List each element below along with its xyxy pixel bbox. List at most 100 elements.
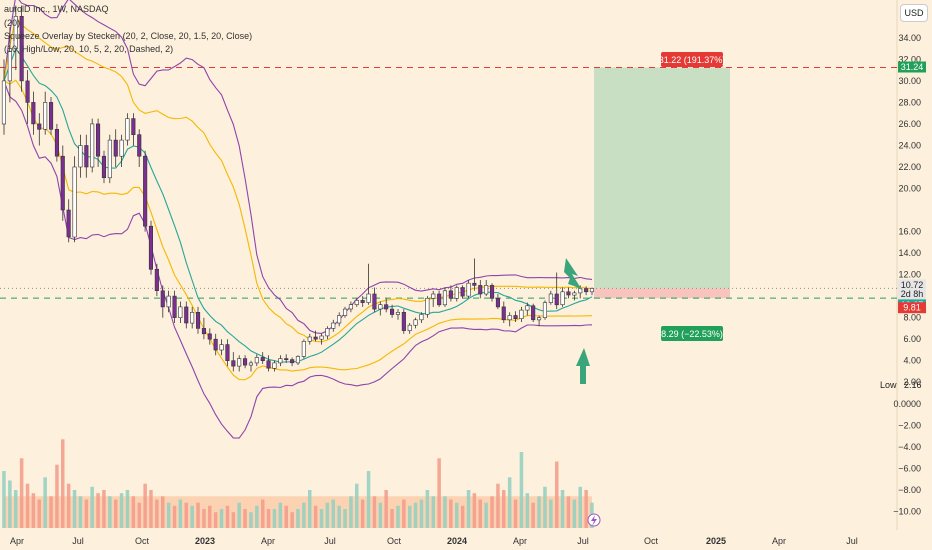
- volume-bar: [190, 505, 194, 528]
- volume-bar: [278, 502, 283, 528]
- volume-bar: [572, 499, 577, 528]
- candle: [237, 358, 242, 367]
- candle: [513, 315, 518, 320]
- volume-bar: [402, 499, 406, 528]
- volume-bar: [2, 471, 6, 528]
- volume-bar: [549, 499, 553, 528]
- down-arrow-icon: [564, 258, 582, 290]
- volume-bar: [502, 490, 506, 528]
- volume-bar: [349, 496, 353, 528]
- candle: [354, 300, 359, 305]
- volume-bar: [255, 505, 259, 528]
- candle: [372, 293, 377, 310]
- candle: [25, 80, 30, 103]
- volume-bar: [472, 493, 477, 528]
- candle: [378, 304, 383, 310]
- volume-bar: [396, 505, 400, 528]
- volume-bar: [243, 509, 247, 528]
- candle: [178, 306, 183, 318]
- candle: [19, 15, 24, 82]
- lightning-icon[interactable]: [591, 515, 597, 526]
- volume-bar: [202, 509, 206, 528]
- volume-bar: [172, 505, 177, 528]
- candle: [360, 300, 365, 303]
- candle: [554, 293, 559, 306]
- candle: [348, 304, 354, 310]
- bollinger-lower-line: [3, 80, 593, 439]
- y-tick-label: 4.00: [903, 356, 921, 366]
- candle: [172, 295, 177, 318]
- volume-bar: [337, 505, 341, 528]
- candle: [389, 308, 395, 315]
- volume-bar: [319, 509, 324, 528]
- volume-bar: [372, 496, 377, 528]
- y-tick-label: 2.00: [903, 377, 921, 387]
- volume-bar: [149, 490, 153, 528]
- volume-bar: [578, 486, 582, 528]
- candle: [13, 15, 18, 49]
- candle: [131, 118, 136, 135]
- candle: [366, 293, 371, 303]
- volume-bar: [55, 464, 59, 528]
- volume-bar: [261, 499, 265, 528]
- volume-bar: [272, 509, 277, 528]
- volume-bar: [96, 493, 100, 528]
- candle: [325, 328, 330, 337]
- x-tick-label: 2024: [447, 536, 467, 546]
- candle: [484, 285, 489, 295]
- candle: [466, 282, 471, 297]
- candle: [66, 209, 71, 238]
- volume-bar: [90, 486, 94, 528]
- candle: [154, 268, 159, 292]
- y-tick-label: 32.00: [898, 54, 921, 64]
- candle: [407, 324, 412, 331]
- candle: [472, 282, 477, 286]
- volume-bar: [484, 502, 488, 528]
- candle: [548, 293, 553, 303]
- candle: [448, 290, 453, 299]
- candle: [78, 145, 83, 168]
- keltner-upper-line: [3, 15, 593, 343]
- y-tick-label: 0.0000: [893, 399, 921, 409]
- y-tick-label: −2.00: [898, 420, 921, 430]
- position-label: 31.22 (191.37%): [659, 55, 726, 65]
- volume-bar: [366, 471, 371, 528]
- candle: [278, 358, 283, 364]
- candle: [60, 155, 65, 211]
- candle: [501, 306, 506, 321]
- volume-bar: [119, 493, 124, 528]
- volume-bar: [378, 502, 383, 528]
- candle: [290, 359, 295, 364]
- candle: [48, 102, 54, 130]
- volume-bar: [84, 499, 89, 528]
- price-badge-label: 2d 8h: [901, 289, 924, 299]
- candle: [331, 322, 336, 329]
- candle: [184, 306, 189, 324]
- volume-bar: [431, 496, 435, 528]
- x-tick-label: Apr: [772, 536, 786, 546]
- currency-button[interactable]: USD: [900, 4, 928, 22]
- volume-bar: [507, 477, 512, 528]
- candle: [307, 336, 312, 342]
- low-label-text: Low: [880, 380, 897, 390]
- indicator-legend-1: (20): [4, 18, 21, 28]
- volume-bar: [325, 502, 330, 528]
- volume-bar: [25, 483, 30, 528]
- candle: [190, 311, 195, 324]
- x-tick-label: Jul: [72, 536, 84, 546]
- candle: [160, 290, 165, 308]
- volume-bar: [584, 490, 588, 528]
- candle: [248, 362, 253, 366]
- volume-bar: [108, 496, 112, 528]
- volume-bar: [343, 509, 347, 528]
- candle: [437, 293, 442, 306]
- candle: [219, 344, 224, 351]
- position-label-bg: [661, 326, 723, 341]
- candle: [384, 304, 389, 310]
- volume-bar: [249, 512, 253, 528]
- volume-bar: [43, 477, 47, 528]
- volume-bar: [537, 496, 541, 528]
- volume-bar: [519, 452, 524, 528]
- y-tick-label: 16.00: [898, 227, 921, 237]
